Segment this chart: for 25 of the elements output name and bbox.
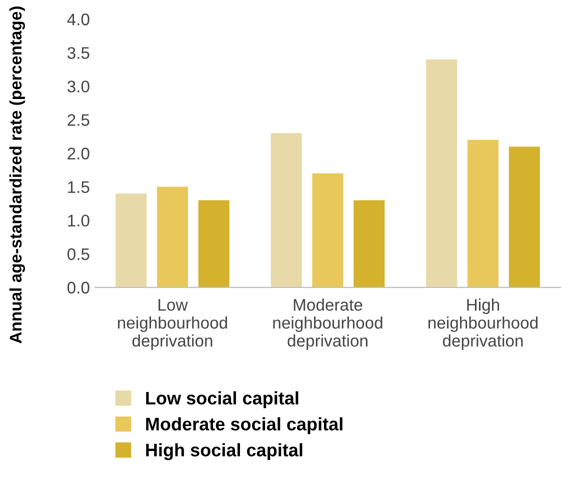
y-tick-label: 0.0	[67, 282, 90, 294]
x-tick-label: High neighbourhood deprivation	[428, 298, 538, 350]
y-tick-label: 2.5	[68, 114, 90, 126]
y-tick-label: 1.0	[68, 214, 90, 227]
x-tick-label: Moderate neighbourhood deprivation	[273, 298, 382, 350]
y-tick-label: 1.5	[68, 181, 90, 194]
bar	[508, 146, 540, 288]
bar	[156, 186, 188, 288]
y-tick-label: 0.5	[67, 248, 90, 260]
bar	[198, 200, 230, 288]
bar	[116, 194, 147, 288]
legend-label: Low social capital	[146, 391, 298, 408]
y-tick-label: 4.0	[67, 14, 90, 26]
bar	[312, 173, 344, 288]
bar	[270, 133, 302, 288]
y-tick-label: 2.0	[68, 148, 90, 160]
y-tick-label: 3.5	[67, 47, 90, 59]
y-axis-title: Annual age-standardized rate (percentage)	[9, 6, 25, 344]
bar	[426, 59, 458, 288]
y-tick-label: 3.0	[67, 80, 90, 92]
legend-label: Moderate social capital	[146, 417, 342, 434]
legend-label: High social capital	[146, 443, 302, 460]
x-tick-label: Low neighbourhood deprivation	[118, 299, 228, 350]
bar	[467, 140, 499, 288]
bar	[354, 200, 385, 288]
